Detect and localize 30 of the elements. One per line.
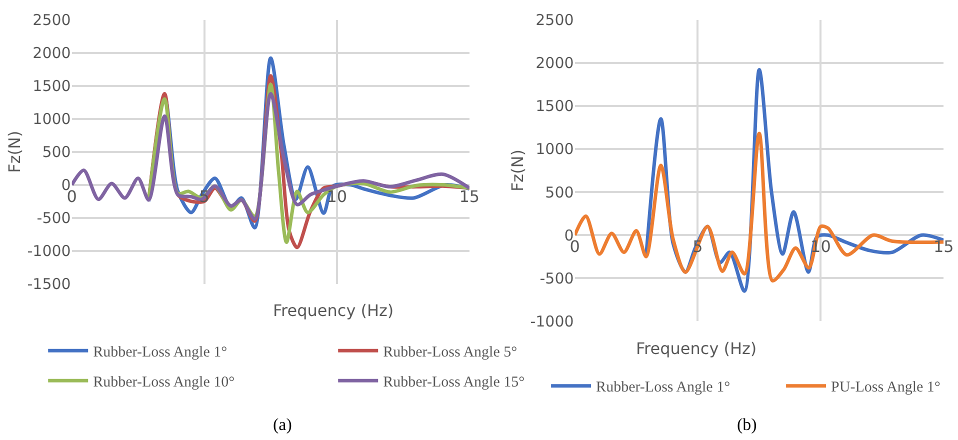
y-tick-label: -1500 [27, 275, 71, 294]
y-tick-label: -500 [540, 269, 574, 288]
y-tick-label: 1500 [536, 97, 574, 116]
legend-label: Rubber-Loss Angle 1° [93, 344, 228, 360]
y-tick-label: -1000 [530, 312, 574, 330]
legend-label: Rubber-Loss Angle 1° [596, 380, 730, 396]
y-axis-title: Fz(N) [5, 130, 24, 173]
y-tick-label: 2500 [32, 11, 71, 30]
x-axis-title: Frequency (Hz) [273, 301, 394, 320]
legend-label: Rubber-Loss Angle 10° [93, 374, 235, 390]
y-tick-label: 1000 [536, 140, 574, 158]
y-tick-label: 1000 [32, 110, 71, 128]
y-tick-label: -500 [36, 209, 71, 228]
y-tick-label: 2000 [32, 44, 71, 62]
y-tick-label: 500 [42, 143, 71, 162]
text: (a) [273, 415, 292, 434]
legend-label: Rubber-Loss Angle 5° [383, 344, 518, 360]
x-axis-title: Frequency (Hz) [636, 339, 757, 358]
legend-label: PU-Loss Angle 1° [831, 380, 940, 396]
y-tick-label: -1000 [27, 242, 71, 260]
x-tick-label: 15 [459, 186, 480, 206]
x-tick-label: 5 [692, 237, 703, 256]
y-tick-label: 500 [545, 183, 574, 202]
y-tick-label: 1500 [32, 77, 71, 96]
y-tick-label: 2000 [536, 54, 574, 72]
y-axis-title: Fz(N) [508, 149, 528, 192]
y-tick-label: 2500 [536, 11, 574, 30]
legend-label: Rubber-Loss Angle 15° [383, 374, 525, 390]
x-tick-label: 15 [933, 237, 954, 256]
text: (b) [737, 415, 757, 434]
